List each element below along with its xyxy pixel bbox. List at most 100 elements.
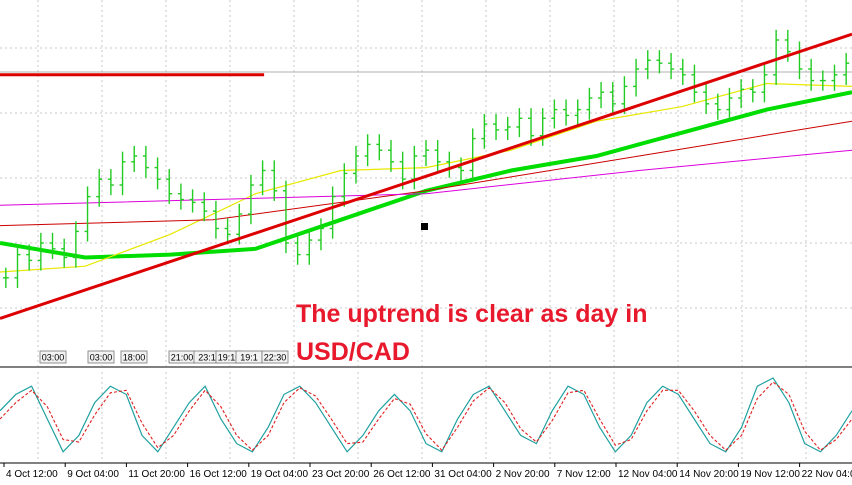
time-marker-label: 19:1 <box>240 353 258 363</box>
time-marker: 03:00 <box>39 350 67 364</box>
price-bar <box>142 145 149 178</box>
moving-average-line <box>0 149 852 206</box>
price-bar <box>119 151 126 196</box>
price-bar <box>808 58 815 91</box>
time-marker: 23:1 <box>193 350 221 364</box>
x-tick-label: 31 Oct 04:00 <box>434 469 492 480</box>
price-bar <box>189 189 196 213</box>
price-bar <box>84 186 91 242</box>
price-bar <box>282 180 289 254</box>
x-tick-label: 22 Nov 04:00 <box>802 469 852 480</box>
time-marker: 03:00 <box>87 350 115 364</box>
x-tick-label: 26 Oct 12:00 <box>373 469 431 480</box>
price-bar <box>317 218 324 251</box>
x-tick-label: 11 Oct 20:00 <box>128 469 185 480</box>
price-bars <box>2 29 850 288</box>
price-bar <box>551 99 558 129</box>
price-bar <box>61 238 68 268</box>
price-bar <box>481 113 488 149</box>
price-bar <box>621 76 628 114</box>
price-bar <box>609 82 616 114</box>
price-bar <box>364 134 371 167</box>
chart-grid <box>0 0 852 464</box>
price-bar <box>131 145 138 172</box>
price-bar <box>294 232 301 265</box>
x-tick-label: 4 Oct 12:00 <box>6 469 58 480</box>
x-tick-label: 23 Oct 20:00 <box>312 469 370 480</box>
stochastic-oscillator <box>0 377 852 453</box>
price-bar <box>796 41 803 80</box>
price-bar <box>586 87 593 120</box>
price-bar <box>819 70 826 91</box>
moving-average-line <box>0 120 852 227</box>
price-bar <box>212 200 219 239</box>
price-bar <box>633 58 640 97</box>
time-marker-label: 22:30 <box>264 353 287 363</box>
annotation-line-1: The uptrend is clear as day in <box>296 300 648 328</box>
price-bar <box>458 157 465 181</box>
price-bar <box>773 29 780 85</box>
price-bar <box>644 50 651 80</box>
time-marker: 19:1 <box>235 350 263 364</box>
price-bar <box>177 183 184 210</box>
time-marker-label: 19:10 <box>218 353 241 363</box>
price-bar <box>691 64 698 103</box>
price-bar <box>96 169 103 207</box>
price-bar <box>37 232 44 271</box>
price-bar <box>166 169 173 204</box>
trend-line-anchor <box>421 223 428 230</box>
stochastic-signal-line <box>0 381 852 452</box>
price-bar <box>528 108 535 146</box>
price-bar <box>423 140 429 167</box>
price-bar <box>469 128 476 181</box>
time-marker-label: 03:00 <box>42 353 65 363</box>
time-markers: 03:00 03:00 18:00 21:00 23:1 19:10 19:1 22:30 <box>39 350 289 364</box>
stochastic-main-line <box>0 377 852 453</box>
price-bar <box>504 116 511 141</box>
price-bar <box>72 221 79 268</box>
price-bar <box>201 192 208 222</box>
moving-averages <box>0 82 852 273</box>
price-bar <box>107 169 114 196</box>
price-bar <box>703 82 710 114</box>
time-marker: 18:00 <box>120 350 148 364</box>
price-bar <box>679 58 686 85</box>
price-bar <box>446 151 453 178</box>
price-bar <box>539 108 546 146</box>
price-bar <box>493 113 500 141</box>
price-bar <box>387 140 394 172</box>
price-bar <box>831 64 838 91</box>
time-marker: 22:30 <box>261 350 289 364</box>
price-bar <box>271 160 278 201</box>
trend-lines <box>0 32 852 320</box>
time-marker: 21:00 <box>168 350 196 364</box>
price-bar <box>26 244 33 271</box>
price-bar <box>563 99 570 126</box>
x-tick-label: 16 Oct 12:00 <box>190 469 248 480</box>
price-bar <box>726 87 733 120</box>
price-bar <box>761 64 768 103</box>
price-bar <box>749 79 756 103</box>
x-tick-label: 19 Oct 04:00 <box>251 469 309 480</box>
price-bar <box>306 229 313 265</box>
price-bar <box>843 53 850 85</box>
price-bar <box>259 160 266 196</box>
x-tick-label: 12 Nov 04:00 <box>618 469 678 480</box>
time-marker-label: 21:00 <box>171 353 194 363</box>
price-bar <box>574 99 581 126</box>
price-bar <box>49 232 56 259</box>
price-bar <box>224 218 231 245</box>
time-marker-label: 18:00 <box>123 353 146 363</box>
price-bar <box>2 267 9 288</box>
price-bar <box>668 53 675 80</box>
time-marker-label: 03:00 <box>90 353 113 363</box>
price-bar <box>434 140 441 172</box>
price-bar <box>247 174 254 225</box>
price-bar <box>14 244 21 288</box>
price-bar <box>598 82 605 109</box>
price-bar <box>376 134 383 161</box>
price-bar <box>738 79 745 109</box>
price-bar <box>656 50 663 74</box>
time-marker-label: 23:1 <box>198 353 216 363</box>
